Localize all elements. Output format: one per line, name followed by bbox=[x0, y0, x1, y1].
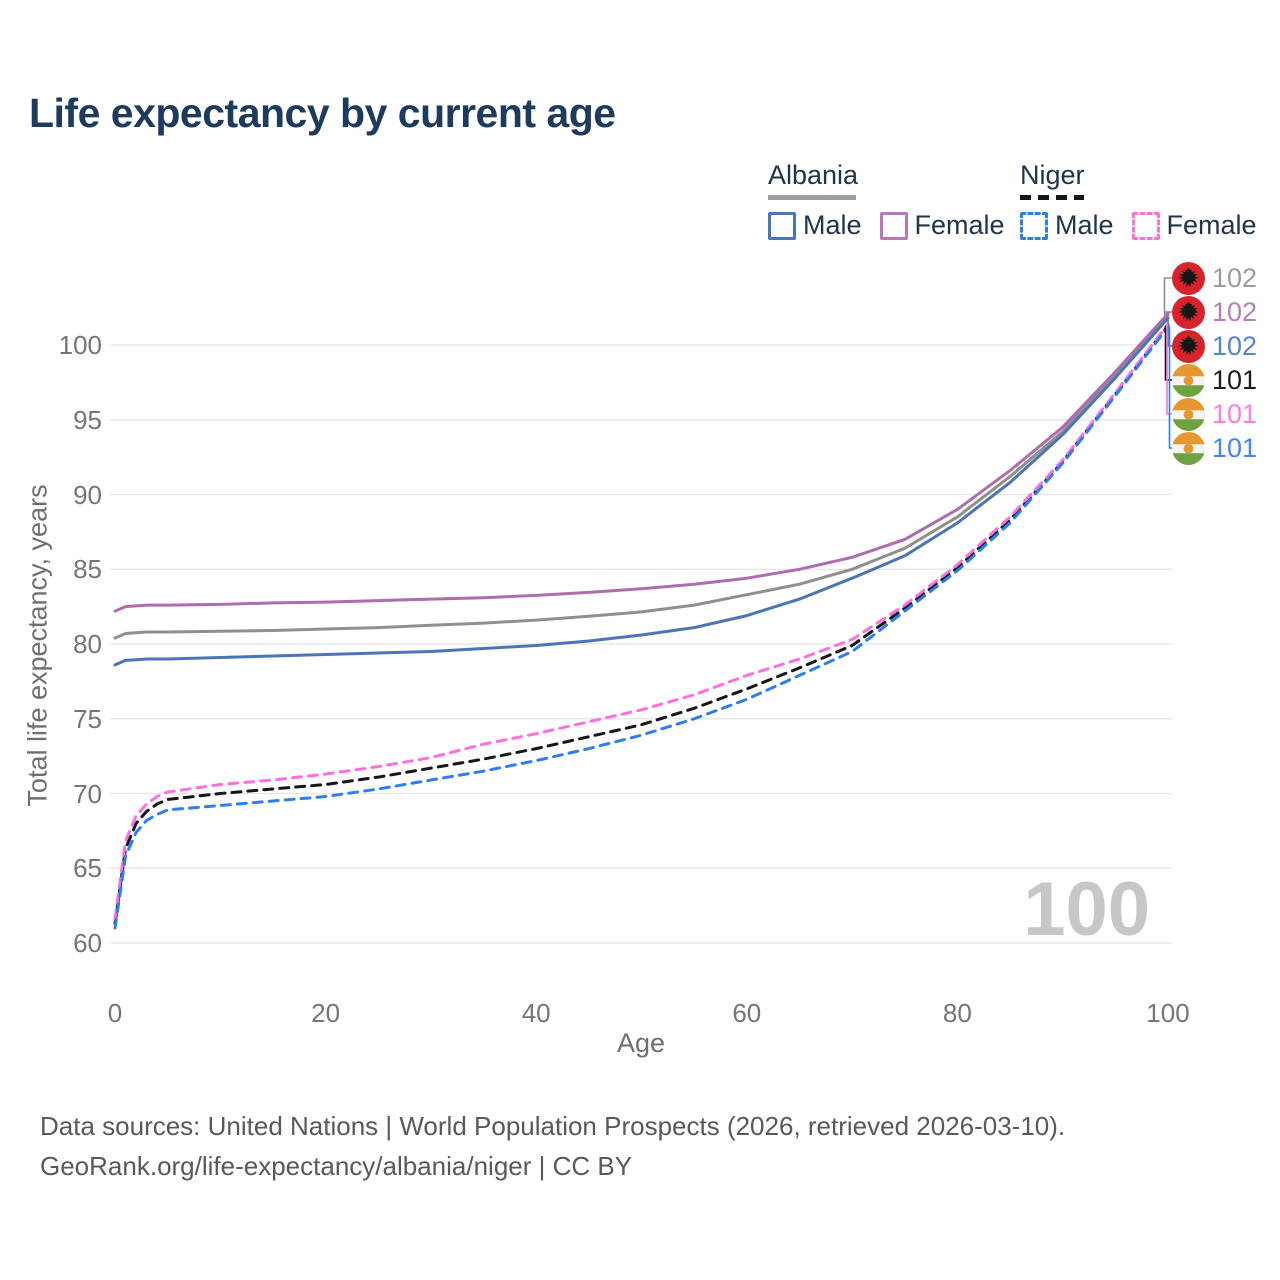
y-tick-label: 100 bbox=[58, 330, 102, 360]
series-end-row-niger-male: 101 bbox=[1172, 431, 1257, 465]
legend-line-style-dashed bbox=[1020, 195, 1084, 200]
niger-female-swatch-icon bbox=[1131, 211, 1160, 240]
legend-group-niger: Niger Male Female bbox=[1020, 160, 1257, 241]
x-axis-title: Age bbox=[616, 1028, 666, 1058]
footer-data-sources: Data sources: United Nations | World Pop… bbox=[40, 1111, 1066, 1141]
legend-label: Female bbox=[1166, 210, 1257, 240]
albania-flag-icon bbox=[1172, 329, 1205, 363]
legend-item-albania-female[interactable]: Female bbox=[879, 210, 1005, 241]
series-end-row-albania-all: 102 bbox=[1172, 261, 1257, 295]
legend-item-niger-female[interactable]: Female bbox=[1131, 210, 1257, 241]
legend-label: Male bbox=[1055, 210, 1114, 240]
end-value-label: 101 bbox=[1212, 398, 1258, 429]
series-end-row-albania-male: 102 bbox=[1172, 329, 1257, 363]
y-tick-label: 70 bbox=[73, 778, 102, 809]
niger-flag-icon bbox=[1172, 397, 1205, 431]
y-tick-label: 90 bbox=[73, 479, 102, 510]
series-line-albania-all bbox=[113, 313, 1170, 640]
end-value-label: 102 bbox=[1212, 296, 1258, 327]
footer-attribution: GeoRank.org/life-expectancy/albania/nige… bbox=[40, 1151, 633, 1181]
legend-line-style-solid bbox=[768, 195, 856, 200]
series-end-row-niger-female: 101 bbox=[1172, 397, 1257, 431]
series-end-row-niger-all: 101 bbox=[1172, 363, 1257, 397]
legend-group-albania: Albania Male Female bbox=[768, 160, 1005, 241]
niger-male-swatch-icon bbox=[1020, 211, 1048, 240]
legend-item-niger-male[interactable]: Male bbox=[1020, 210, 1114, 241]
y-tick-label: 85 bbox=[73, 554, 102, 585]
albania-male-swatch-icon bbox=[768, 211, 796, 240]
x-tick-label: 60 bbox=[732, 998, 762, 1028]
albania-flag-icon bbox=[1172, 261, 1205, 295]
x-tick-label: 100 bbox=[1146, 998, 1190, 1028]
legend-country-albania[interactable]: Albania bbox=[768, 160, 859, 190]
footer: Data sources: United Nations | World Pop… bbox=[40, 1106, 1065, 1186]
y-tick-label: 95 bbox=[73, 404, 102, 435]
end-value-label: 101 bbox=[1212, 432, 1258, 463]
x-tick-label: 0 bbox=[107, 998, 123, 1028]
age-watermark: 100 bbox=[1023, 867, 1150, 952]
niger-flag-icon bbox=[1172, 431, 1205, 465]
end-value-label: 102 bbox=[1212, 262, 1258, 293]
legend-item-albania-male[interactable]: Male bbox=[768, 210, 862, 241]
y-tick-label: 65 bbox=[73, 853, 102, 884]
end-value-label: 102 bbox=[1212, 330, 1258, 361]
y-tick-label: 60 bbox=[73, 928, 102, 958]
niger-flag-icon bbox=[1172, 363, 1205, 397]
series-line-albania-male bbox=[113, 316, 1170, 667]
x-tick-label: 20 bbox=[311, 998, 341, 1028]
legend-label: Male bbox=[803, 210, 862, 240]
legend-label: Female bbox=[914, 210, 1005, 240]
series-end-row-albania-female: 102 bbox=[1172, 295, 1257, 329]
page-title: Life expectancy by current age bbox=[29, 90, 616, 136]
y-tick-label: 80 bbox=[73, 629, 102, 659]
series-line-niger-all bbox=[113, 324, 1170, 926]
series-line-niger-female bbox=[113, 322, 1170, 921]
albania-female-swatch-icon bbox=[879, 211, 908, 240]
albania-flag-icon bbox=[1172, 295, 1205, 329]
end-value-label: 101 bbox=[1212, 364, 1258, 395]
y-tick-label: 75 bbox=[73, 703, 102, 734]
legend-country-niger[interactable]: Niger bbox=[1020, 160, 1085, 190]
series-line-albania-female bbox=[113, 312, 1170, 613]
x-tick-label: 40 bbox=[521, 998, 551, 1028]
series-line-niger-male bbox=[113, 325, 1170, 930]
x-tick-label: 80 bbox=[942, 998, 972, 1028]
